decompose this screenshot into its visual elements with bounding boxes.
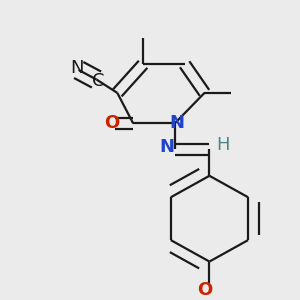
Text: C: C	[92, 72, 105, 90]
Text: H: H	[217, 136, 230, 154]
Text: O: O	[197, 281, 212, 299]
Text: O: O	[104, 114, 119, 132]
Text: N: N	[70, 59, 83, 77]
Text: N: N	[169, 114, 184, 132]
Text: N: N	[159, 138, 174, 156]
